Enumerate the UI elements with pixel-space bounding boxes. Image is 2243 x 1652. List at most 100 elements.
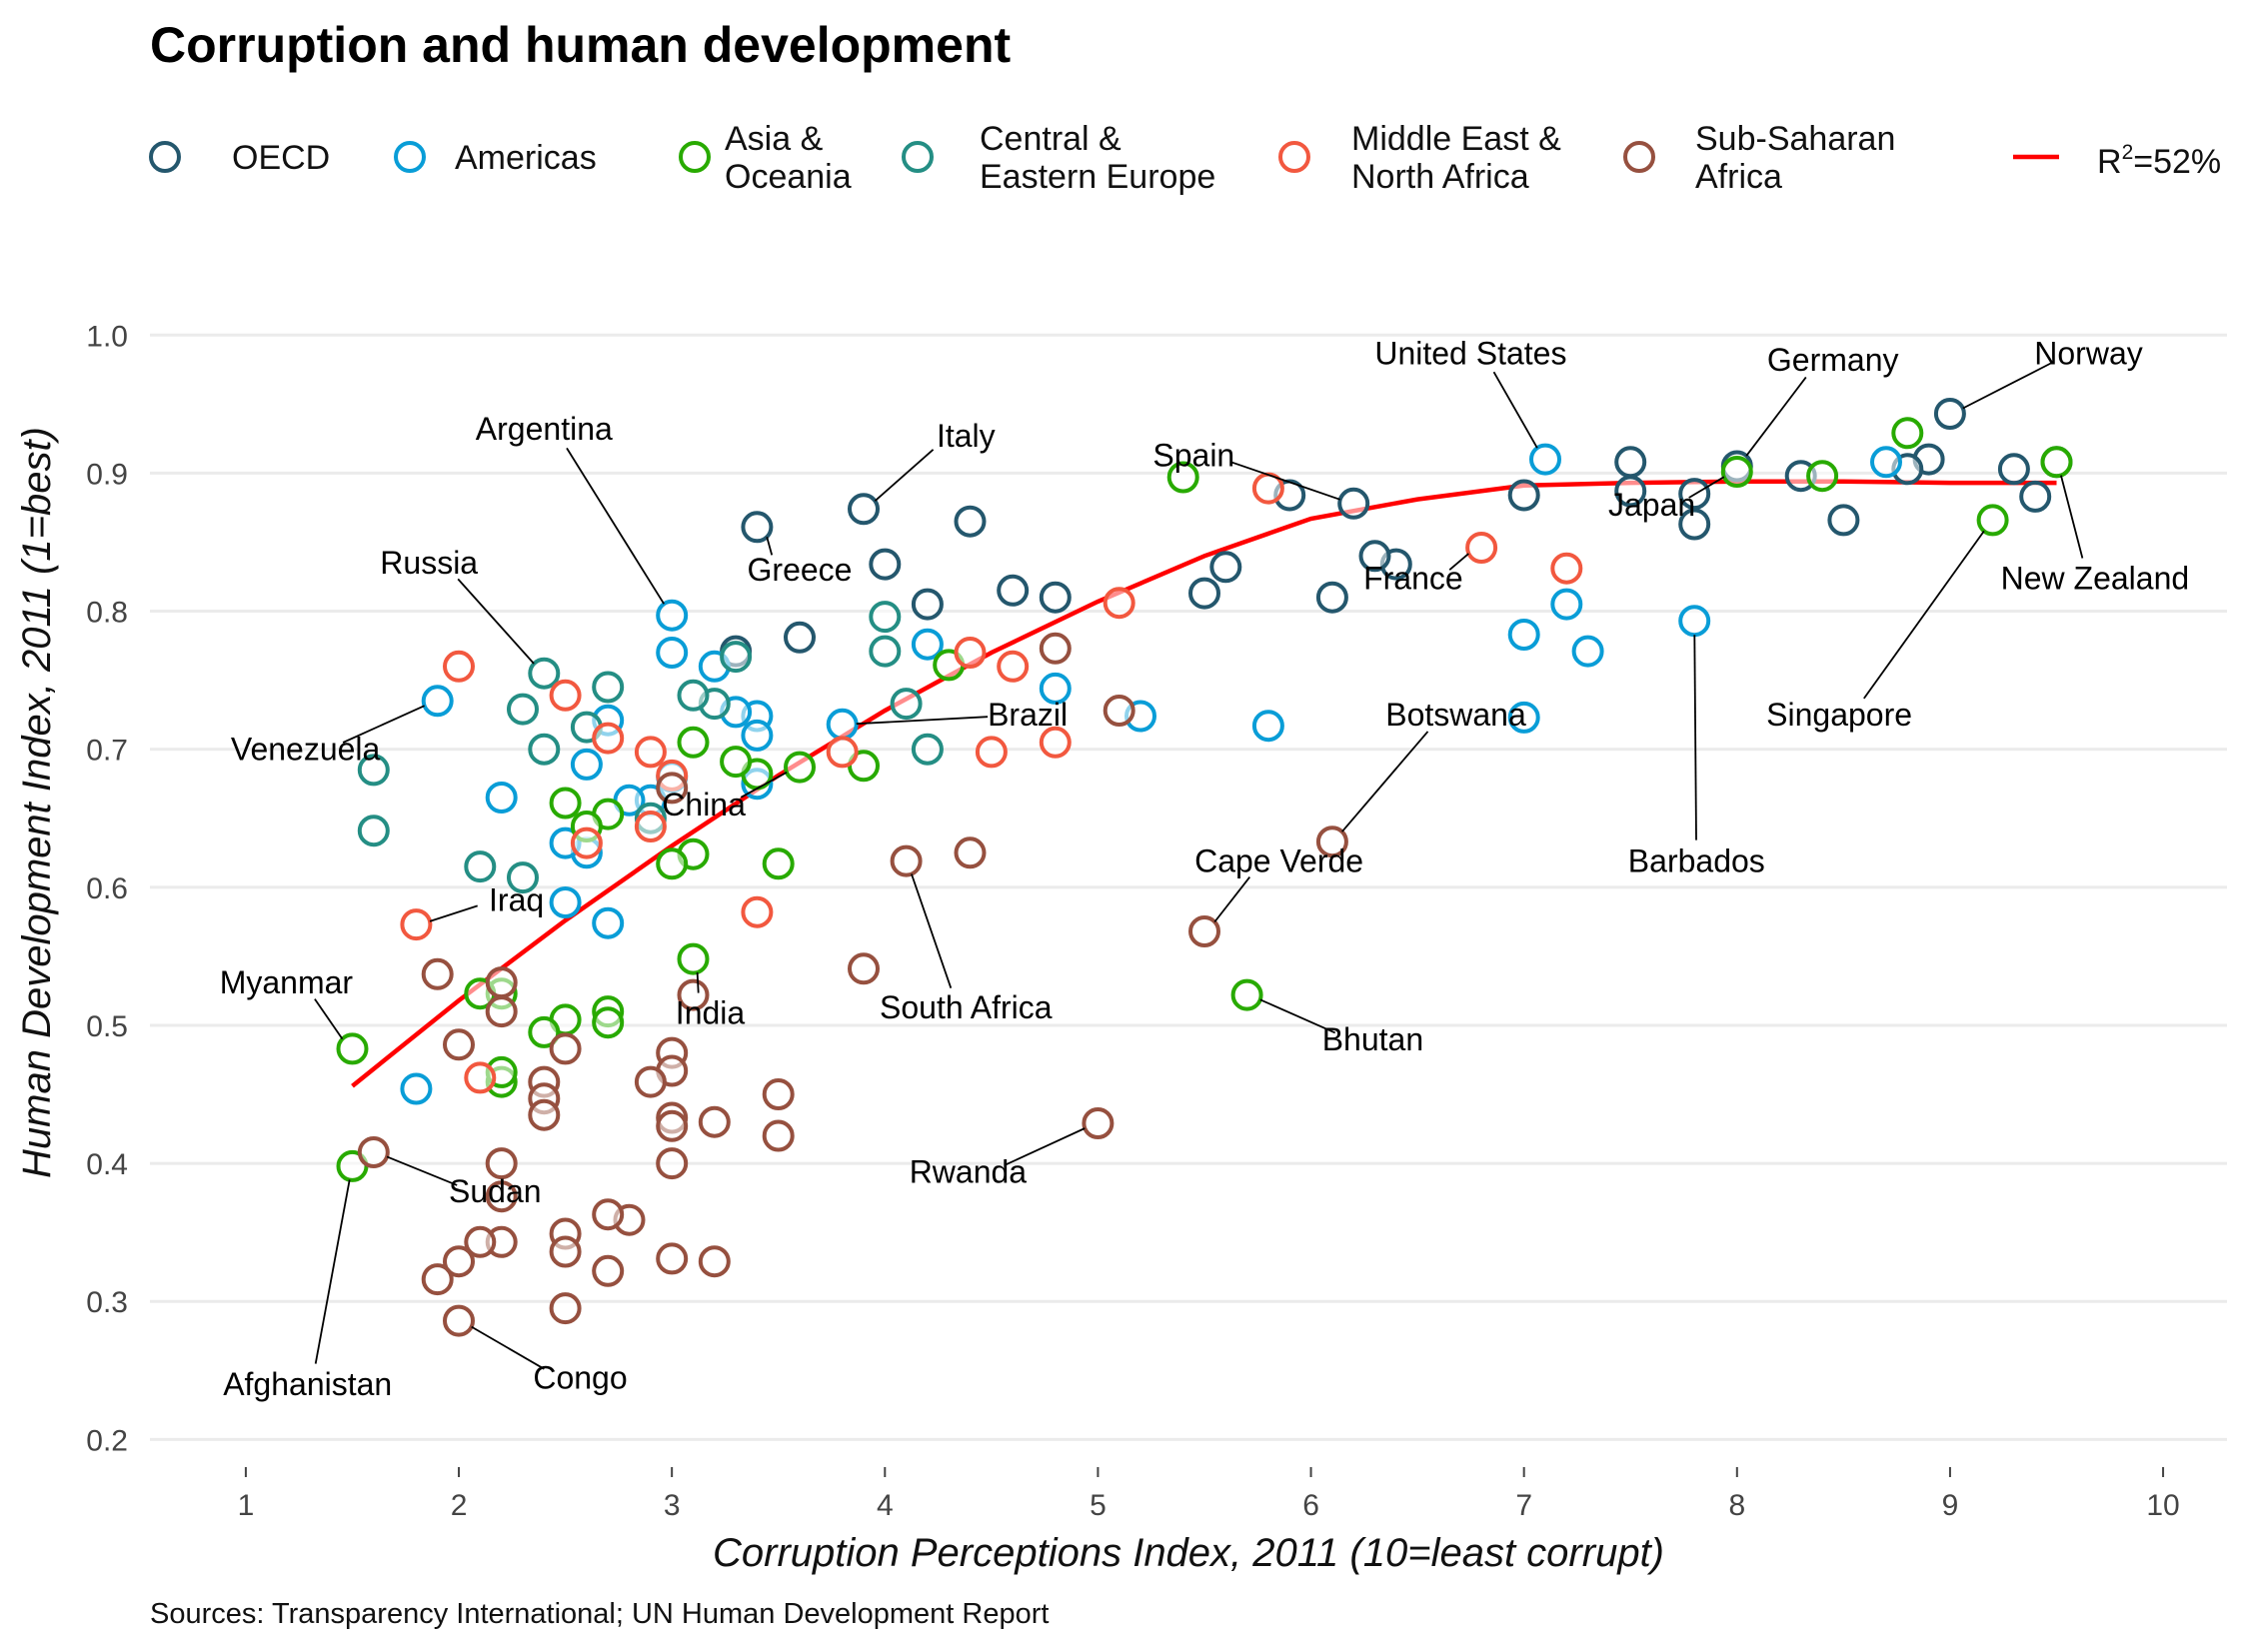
legend-item-central-eastern-europe: Central &Eastern Europe (902, 120, 1215, 196)
point-americas (549, 886, 582, 918)
point-sub-saharan-africa (485, 995, 518, 1028)
point-oecd (1678, 508, 1711, 541)
series-asia-oceania (336, 417, 2073, 1182)
annotation-rwanda: Rwanda (910, 1127, 1086, 1189)
x-tick-label: 7 (1515, 1489, 1532, 1522)
leader-line (1341, 731, 1429, 832)
leader-line (314, 1179, 351, 1364)
point-middle-east-north-africa (464, 1061, 497, 1094)
x-tick-label: 2 (451, 1489, 468, 1522)
annotation-united-states: United States (1374, 335, 1566, 449)
leader-line (1688, 476, 1725, 499)
legend-trend-rest: =52% (2133, 143, 2221, 181)
legend-item-americas: Americas (394, 139, 597, 177)
legend-label: Americas (455, 139, 597, 177)
annotation-norway: Norway (1962, 335, 2143, 410)
x-axis-ticks: 1 2 3 4 5 6 7 8 9 10 (238, 1467, 2180, 1522)
leader-line (314, 998, 344, 1040)
legend-label: Sub-Saharan (1695, 120, 1895, 158)
point-asia-oceania (762, 847, 795, 880)
point-oecd (784, 621, 816, 654)
point-sub-saharan-africa (549, 1235, 582, 1268)
point-oecd (954, 505, 987, 538)
point-asia-oceania (1806, 460, 1839, 493)
annotation-iraq: Iraq (429, 881, 544, 922)
point-sub-saharan-africa (485, 1180, 518, 1213)
y-tick-label: 0.6 (86, 872, 128, 905)
annotation-label: Singapore (1766, 697, 1912, 733)
annotation-india: India (676, 971, 745, 1031)
point-sub-saharan-africa (443, 1304, 475, 1337)
leader-line (1213, 876, 1251, 923)
leader-line (1259, 998, 1336, 1034)
point-americas (1251, 710, 1284, 743)
point-americas (656, 599, 689, 632)
source-caption: Sources: Transparency International; UN … (150, 1598, 1049, 1630)
point-sub-saharan-africa (634, 1065, 667, 1098)
leader-line (874, 449, 935, 502)
series-oecd (720, 398, 2073, 668)
y-tick-label: 0.9 (86, 458, 128, 491)
leader-line (1863, 530, 1985, 700)
point-sub-saharan-africa (677, 978, 710, 1011)
legend-key-sub-saharan-africa (1623, 141, 1655, 173)
annotation-myanmar: Myanmar (220, 964, 353, 1040)
point-sub-saharan-africa (762, 1078, 795, 1110)
y-tick-label: 0.2 (86, 1424, 128, 1457)
point-oecd (1337, 487, 1370, 520)
leader-line (566, 447, 665, 605)
point-oecd (1614, 475, 1647, 508)
legend-label: Eastern Europe (980, 158, 1215, 196)
point-sub-saharan-africa (485, 966, 518, 999)
point-americas (1507, 701, 1540, 734)
annotation-bhutan: Bhutan (1259, 998, 1423, 1057)
point-sub-saharan-africa (890, 844, 923, 877)
x-tick-label: 8 (1728, 1489, 1745, 1522)
point-americas (1571, 635, 1604, 668)
point-central-eastern-europe (357, 815, 390, 847)
point-middle-east-north-africa (549, 679, 582, 712)
point-sub-saharan-africa (656, 772, 689, 805)
chart-title: Corruption and human development (150, 17, 1011, 73)
point-oecd (1614, 446, 1647, 479)
legend-item-trend: R2=52% (2013, 141, 2221, 181)
x-tick-label: 5 (1090, 1489, 1107, 1522)
point-americas (1039, 672, 1072, 705)
annotation-label: Bhutan (1322, 1021, 1423, 1057)
point-middle-east-north-africa (1103, 587, 1135, 620)
legend-key-central-eastern-europe (902, 141, 934, 173)
annotation-label: France (1363, 560, 1463, 596)
point-sub-saharan-africa (848, 952, 880, 985)
legend-label: Oceania (725, 158, 852, 196)
annotation-label: Iraq (489, 881, 544, 917)
point-middle-east-north-africa (592, 722, 625, 755)
point-oecd (1315, 581, 1348, 614)
point-americas (911, 628, 944, 661)
point-oecd (1507, 479, 1540, 512)
point-central-eastern-europe (869, 601, 902, 634)
point-americas (741, 719, 774, 752)
point-middle-east-north-africa (997, 650, 1030, 683)
point-sub-saharan-africa (357, 1136, 390, 1168)
annotation-label: Argentina (476, 411, 613, 447)
legend-item-asia-oceania: Asia &Oceania (679, 120, 852, 196)
leader-line (1745, 376, 1807, 457)
point-americas (421, 685, 454, 718)
point-americas (1507, 619, 1540, 651)
point-asia-oceania (720, 746, 753, 779)
leader-line (386, 1155, 458, 1186)
point-sub-saharan-africa (656, 1109, 689, 1142)
point-sub-saharan-africa (421, 957, 454, 990)
point-sub-saharan-africa (656, 1242, 689, 1275)
point-oecd (1039, 581, 1072, 614)
annotation-label: Russia (380, 545, 478, 581)
point-americas (485, 782, 518, 814)
annotation-brazil: Brazil (856, 697, 1068, 733)
legend: OECD Americas Asia &Oceania Central &Easter… (149, 120, 2221, 196)
annotation-south-africa: South Africa (880, 873, 1053, 1025)
annotation-label: Cape Verde (1194, 843, 1363, 879)
leader-line (2060, 475, 2084, 559)
point-middle-east-north-africa (443, 650, 475, 683)
